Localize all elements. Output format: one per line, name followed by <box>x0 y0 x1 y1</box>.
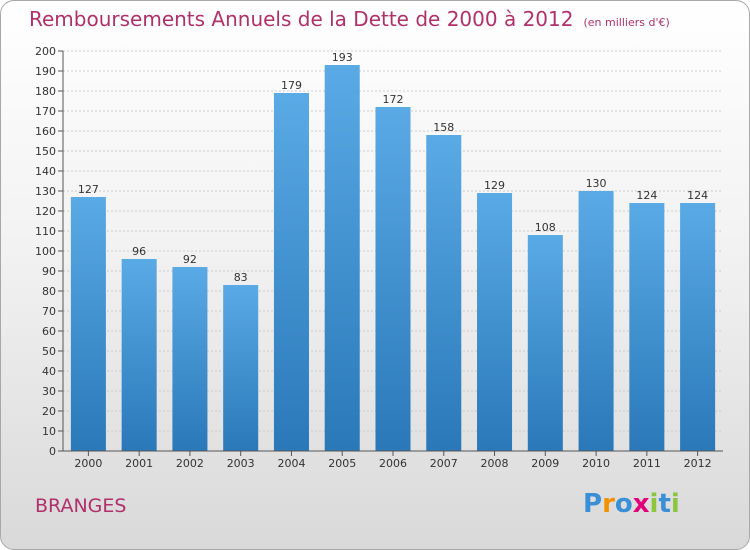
bar-2012 <box>680 203 716 451</box>
bar-2001 <box>121 259 157 451</box>
y-tick-label: 180 <box>35 85 56 98</box>
data-label-2008: 129 <box>484 179 505 192</box>
x-tick-label: 2005 <box>328 457 356 470</box>
data-label-2012: 124 <box>687 189 708 202</box>
title-text: Remboursements Annuels de la Dette de 20… <box>29 7 574 31</box>
x-tick-label: 2012 <box>684 457 712 470</box>
y-tick-label: 50 <box>42 345 56 358</box>
y-tick-label: 20 <box>42 405 56 418</box>
y-tick-label: 60 <box>42 325 56 338</box>
chart-title: Remboursements Annuels de la Dette de 20… <box>29 7 670 31</box>
x-tick-label: 2004 <box>277 457 305 470</box>
proxiti-logo[interactable]: Proxiti <box>583 489 680 519</box>
title-unit: (en milliers d'€) <box>583 16 670 29</box>
y-tick-label: 130 <box>35 185 56 198</box>
bar-2005 <box>324 65 360 451</box>
y-tick-label: 110 <box>35 225 56 238</box>
y-tick-label: 80 <box>42 285 56 298</box>
bar-2010 <box>578 191 614 451</box>
y-tick-label: 160 <box>35 125 56 138</box>
data-label-2002: 92 <box>183 253 197 266</box>
bar-2008 <box>477 193 513 451</box>
place-name: BRANGES <box>35 495 127 517</box>
logo-letter: P <box>583 489 603 519</box>
data-label-2001: 96 <box>132 245 146 258</box>
bars: 127 96 92 83 179 193 172 158 129 108 130 124 124 <box>70 51 716 451</box>
x-tick-label: 2001 <box>125 457 153 470</box>
x-tick-label: 2011 <box>633 457 661 470</box>
x-tick-label: 2002 <box>176 457 204 470</box>
y-tick-label: 200 <box>35 45 56 58</box>
x-tick-label: 2009 <box>531 457 559 470</box>
logo-letter: o <box>614 489 633 519</box>
logo-letter: t <box>658 489 671 519</box>
x-axis: 2000 2001 2002 2003 2004 2005 2006 2007 2008 2009… <box>63 450 723 470</box>
y-tick-label: 70 <box>42 305 56 318</box>
data-label-2010: 130 <box>586 177 607 190</box>
data-label-2009: 108 <box>535 221 556 234</box>
data-label-2005: 193 <box>332 51 353 64</box>
y-tick-label: 100 <box>35 245 56 258</box>
bar-2009 <box>527 235 563 451</box>
logo-letter: i <box>649 489 659 519</box>
x-tick-label: 2003 <box>227 457 255 470</box>
logo-letter: i <box>670 489 680 519</box>
data-label-2007: 158 <box>433 121 454 134</box>
y-tick-label: 150 <box>35 145 56 158</box>
bar-2003 <box>223 285 259 451</box>
y-tick-label: 40 <box>42 365 56 378</box>
bar-2000 <box>70 197 106 451</box>
y-tick-label: 30 <box>42 385 56 398</box>
x-tick-label: 2007 <box>430 457 458 470</box>
data-label-2011: 124 <box>636 189 657 202</box>
y-axis: 0 10 20 30 40 50 60 70 80 90 100 110 120 130 140 150 160… <box>35 45 64 458</box>
x-tick-label: 2008 <box>481 457 509 470</box>
bar-2006 <box>375 107 411 451</box>
logo-letter: x <box>632 489 650 519</box>
x-tick-label: 2000 <box>74 457 102 470</box>
y-tick-label: 170 <box>35 105 56 118</box>
y-tick-label: 140 <box>35 165 56 178</box>
bar-2011 <box>629 203 665 451</box>
y-tick-label: 10 <box>42 425 56 438</box>
data-label-2006: 172 <box>383 93 404 106</box>
data-label-2004: 179 <box>281 79 302 92</box>
bar-2004 <box>273 93 309 451</box>
bar-2007 <box>426 135 462 451</box>
x-tick-label: 2010 <box>582 457 610 470</box>
data-label-2003: 83 <box>234 271 248 284</box>
y-tick-label: 120 <box>35 205 56 218</box>
bar-2002 <box>172 267 208 451</box>
data-label-2000: 127 <box>78 183 99 196</box>
y-tick-label: 90 <box>42 265 56 278</box>
logo-letter: r <box>602 489 615 519</box>
x-tick-label: 2006 <box>379 457 407 470</box>
y-tick-label: 190 <box>35 65 56 78</box>
y-tick-label: 0 <box>49 445 56 458</box>
